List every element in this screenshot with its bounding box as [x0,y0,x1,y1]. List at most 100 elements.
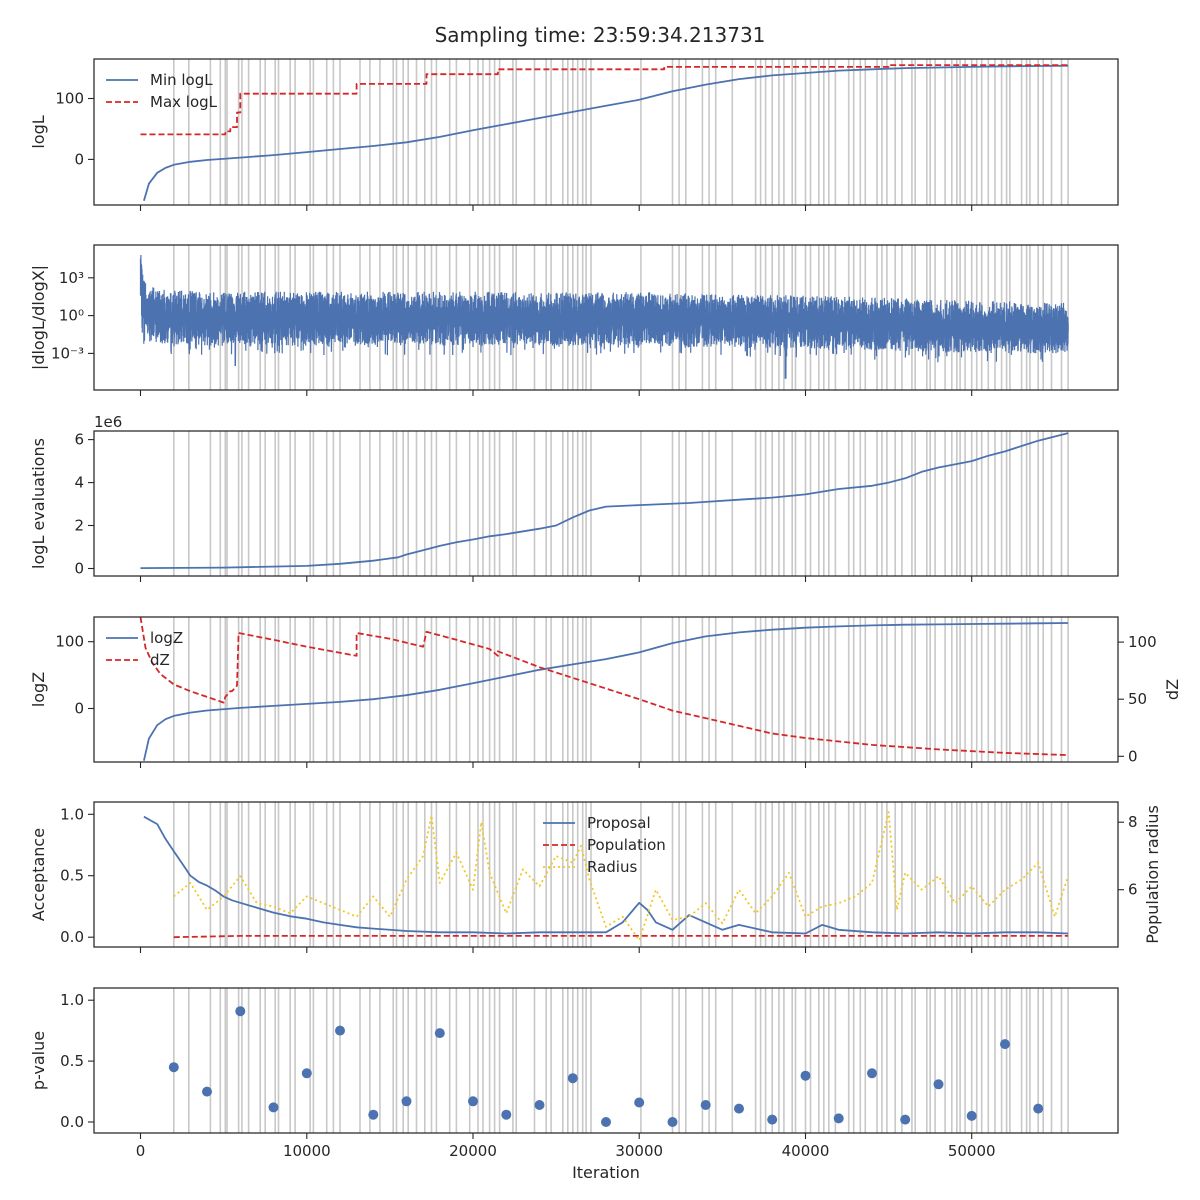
series-line [139,254,1069,379]
legend-label: Proposal [587,814,651,832]
data-point [933,1079,944,1090]
panel-evidence: 0 100 0 50 100 logZ dZ logZ dZ [29,616,1182,768]
y-tick-label-right: 6 [1128,881,1138,899]
legend: Min logL Max logL [106,71,218,111]
y-tick-label-right: 0 [1128,747,1138,765]
y-axis-label: logL evaluations [29,438,48,569]
y-tick-label: 1.0 [60,991,84,1009]
x-tick-label: 10000 [283,1142,331,1160]
plot-frame [93,987,1119,1134]
y-tick-label: 2 [74,517,84,535]
insertion-markers [173,802,1069,947]
y-axis-label: logL [29,115,48,148]
insertion-markers [173,431,1069,576]
y-tick-label-right: 50 [1128,690,1147,708]
x-tick-label: 20000 [449,1142,497,1160]
data-point [1000,1039,1010,1050]
panels: 0 100 logL Min logL Max logL 10⁻³ 10⁰ 10³ |dlogL… [29,58,1182,1182]
series-line [173,811,1069,942]
data-point [734,1103,744,1114]
figure-title: Sampling time: 23:59:34.213731 [435,23,766,47]
data-point [434,1028,445,1039]
scatter-series [168,1006,1044,1127]
y-axis-label-right: Population radius [1143,805,1162,944]
y-tick-label: 0.0 [60,1113,84,1131]
y-tick-label: 0 [74,560,84,578]
insertion-markers [173,988,1069,1133]
y-tick-label: 10³ [59,269,84,287]
data-point [235,1006,246,1017]
legend-label: Min logL [150,71,213,89]
y-offset-label: 1e6 [94,413,122,431]
legend-label: dZ [150,651,170,669]
plot-frame [93,430,1119,577]
y-tick-label: 10⁰ [59,307,84,325]
y-axis-label: p-value [29,1031,48,1090]
legend-label: logZ [150,629,183,647]
y-axis-label: logZ [29,672,48,707]
series-line [143,815,1069,935]
data-point [767,1114,778,1125]
data-point [268,1102,279,1113]
y-axis-label: Acceptance [29,828,48,921]
y-tick-label: 1.0 [60,805,84,823]
data-point [401,1096,412,1107]
data-point [700,1100,711,1110]
x-tick-label: 0 [136,1142,146,1160]
data-point [634,1097,645,1108]
y-tick-label: 0 [74,700,84,718]
y-tick-label: 100 [55,633,84,651]
data-point [501,1109,512,1120]
y-tick-label: 0 [74,150,84,168]
series-line [140,432,1069,569]
x-axis-label: Iteration [572,1163,640,1182]
panel-acceptance: 0.0 0.5 1.0 6 8 Acceptance Population radius Pr… [29,801,1162,953]
data-point [202,1086,212,1097]
legend: logZ dZ [106,629,183,669]
data-point [301,1068,312,1079]
series-line [173,935,1069,939]
x-tick-label: 30000 [615,1142,663,1160]
plot-frame [93,616,1119,763]
panel-logL: 0 100 logL Min logL Max logL [29,58,1119,211]
data-point [966,1110,977,1121]
data-point [368,1109,379,1120]
insertion-markers [173,59,1069,205]
insertion-markers [173,617,1069,762]
panel-gradient: 10⁻³ 10⁰ 10³ |dlogL/dlogX| [29,244,1119,396]
y-tick-label: 4 [74,474,84,492]
panel-evaluations: 0 2 4 6 logL evaluations 1e6 [29,413,1119,582]
y-tick-label-right: 8 [1128,813,1138,831]
series-line [143,64,1069,201]
data-point [800,1070,811,1081]
y-tick-label: 6 [74,431,84,449]
panel-pvalue: 0.0 0.5 1.0 p-value 0 10000 20000 30000 40000 500… [29,987,1119,1182]
legend-label: Radius [587,858,637,876]
plot-frame [93,801,1119,948]
x-tick-label: 50000 [948,1142,996,1160]
y-axis-label: |dlogL/dlogX| [29,265,48,370]
series-line [140,64,1069,136]
data-point [833,1113,844,1124]
data-point [867,1068,877,1079]
y-tick-label: 100 [55,90,84,108]
y-axis-label-right: dZ [1163,679,1182,700]
legend: Proposal Population Radius [543,814,666,876]
data-point [900,1114,911,1125]
data-point [468,1096,478,1107]
legend-label: Population [587,836,666,854]
y-tick-label-right: 100 [1128,633,1157,651]
legend-label: Max logL [150,93,218,111]
y-tick-label: 0.5 [60,867,84,885]
data-point [1033,1103,1044,1114]
data-point [567,1073,578,1084]
data-point [601,1117,611,1127]
data-point [335,1025,345,1036]
plot-frame [93,244,1119,391]
plot-frame [93,58,1119,206]
y-tick-label: 10⁻³ [51,344,84,362]
y-tick-label: 0.5 [60,1052,84,1070]
series-line [139,616,1069,756]
data-point [667,1117,678,1127]
